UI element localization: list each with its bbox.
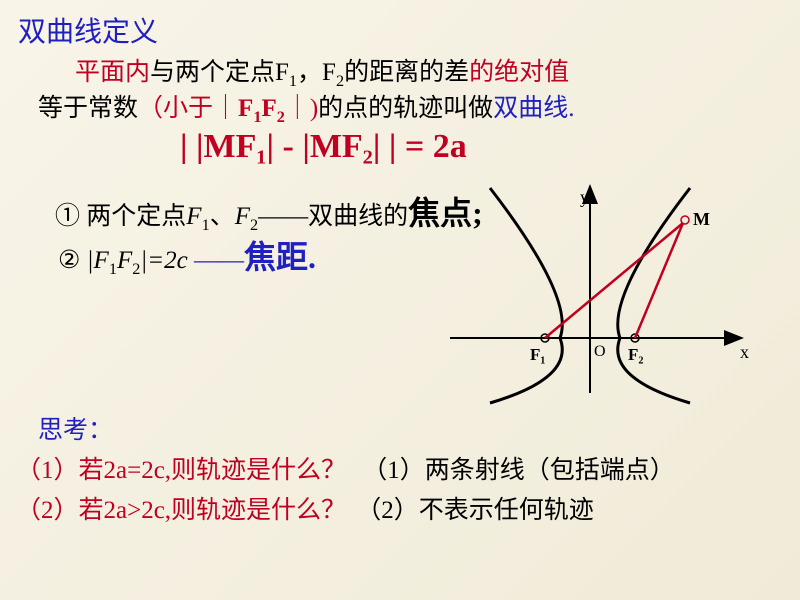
definition-line-1: 平面内与两个定点F1，F2的距离的差的绝对值 — [75, 52, 569, 91]
text: | — [80, 247, 93, 274]
text: —— — [188, 247, 244, 274]
q2-answer: （2）不表示任何轨迹 — [356, 497, 594, 524]
definition-line-2: 等于常数（小于｜F1F2｜)的点的轨迹叫做双曲线. — [38, 88, 574, 127]
q1-answer: （1）两条射线（包括端点） — [362, 457, 675, 484]
text: F — [186, 203, 201, 230]
label-f2: F₂ — [628, 345, 643, 364]
text: 的距离的差 — [344, 59, 469, 86]
sub: 1 — [109, 260, 117, 278]
line-mf2 — [635, 223, 683, 338]
main-formula: | |MF₁| - |MF₂| | = 2a — [180, 128, 467, 166]
label-y: y — [580, 187, 589, 207]
text: ，F — [297, 59, 336, 86]
text: F — [235, 203, 250, 230]
text: 焦距. — [244, 239, 316, 275]
question-2: （2）若2a>2c,则轨迹是什么？ （2）不表示任何轨迹 — [16, 490, 594, 526]
text: ｜) — [285, 95, 318, 122]
bullet-2: ② |F1F2|=2c ——焦距. — [58, 232, 316, 279]
label-o: O — [594, 343, 606, 360]
text: 的点的轨迹叫做 — [318, 95, 493, 122]
question-1: （1）若2a=2c,则轨迹是什么？ （1）两条射线（包括端点） — [16, 450, 675, 486]
text: F — [261, 95, 276, 122]
text: ② — [58, 247, 80, 274]
text: c — [177, 247, 188, 274]
label-m: M — [693, 209, 710, 229]
label-f1: F₁ — [530, 345, 545, 364]
text: ——双曲线的 — [258, 203, 408, 230]
line-mf1 — [545, 223, 683, 338]
text: 双曲线. — [493, 95, 574, 122]
text: 、 — [210, 203, 235, 230]
label-x: x — [740, 342, 749, 362]
think-heading: 思考： — [38, 410, 113, 446]
q1-question: （1）若2a=2c,则轨迹是什么？ — [16, 457, 346, 484]
hyperbola-diagram: y x O F₁ F₂ M — [430, 178, 770, 408]
text: （小于｜ — [138, 95, 238, 122]
sub: 2 — [277, 108, 285, 126]
q2-question: （2）若2a>2c,则轨迹是什么？ — [16, 497, 346, 524]
text: |=2 — [140, 247, 176, 274]
text: F — [117, 247, 132, 274]
text: ① — [55, 203, 80, 230]
text: 等于常数 — [38, 95, 138, 122]
slide-title: 双曲线定义 — [18, 10, 158, 50]
hyperbola-left — [490, 188, 562, 403]
text: 两个定点 — [80, 203, 186, 230]
bullet-1: ① 两个定点F1、F2——双曲线的焦点; — [55, 188, 483, 235]
text: F — [238, 95, 253, 122]
text: 平面内 — [75, 59, 150, 86]
text: F — [94, 247, 109, 274]
text: 的绝对值 — [469, 59, 569, 86]
text: 与两个定点F — [150, 59, 289, 86]
